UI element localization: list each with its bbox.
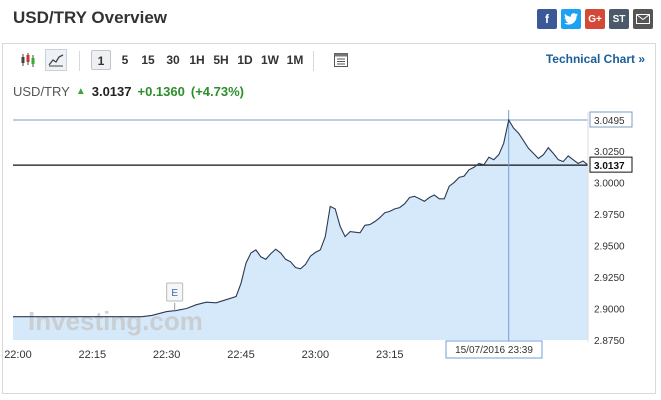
period-button-1w[interactable]: 1W xyxy=(261,53,279,67)
period-button-1m[interactable]: 1M xyxy=(286,53,304,67)
price-line xyxy=(13,118,589,318)
x-tick-label: 22:45 xyxy=(227,349,255,361)
crosshair-time-label: 15/07/2016 23:39 xyxy=(455,345,533,356)
quote-change-percent: (+4.73%) xyxy=(190,84,244,99)
toolbar-divider xyxy=(313,51,314,71)
period-button-30[interactable]: 30 xyxy=(166,53,180,67)
quote-price: 3.0137 xyxy=(91,84,132,99)
facebook-icon[interactable]: f xyxy=(537,9,557,29)
twitter-icon[interactable] xyxy=(561,9,581,29)
x-tick-label: 23:00 xyxy=(302,349,330,361)
y-tick-label: 2.9250 xyxy=(594,273,625,284)
crosshair-time-box xyxy=(445,340,543,359)
high-price-label-box xyxy=(589,111,633,128)
x-tick-label: 23:15 xyxy=(376,349,404,361)
y-tick-label: 3.0250 xyxy=(594,147,625,158)
toolbar-divider xyxy=(79,51,80,71)
page-title: USD/TRY Overview xyxy=(13,8,168,27)
table-view-icon[interactable] xyxy=(330,49,352,71)
candlestick-icon[interactable] xyxy=(17,49,39,71)
y-tick-label: 3.0137 xyxy=(594,161,625,172)
email-icon[interactable] xyxy=(633,9,653,29)
period-button-1[interactable]: 1 xyxy=(91,50,111,70)
period-button-15[interactable]: 15 xyxy=(141,53,155,67)
technical-chart-link[interactable]: Technical Chart » xyxy=(545,52,645,66)
google-plus-icon[interactable]: G+ xyxy=(585,9,605,29)
price-area-fill xyxy=(13,120,588,340)
event-marker-label: E xyxy=(171,288,178,299)
period-button-5h[interactable]: 5H xyxy=(213,53,229,67)
y-tick-label: 2.9750 xyxy=(594,210,625,221)
period-button-1h[interactable]: 1H xyxy=(189,53,205,67)
y-tick-label: 3.0495 xyxy=(594,116,625,127)
y-tick-label: 2.9000 xyxy=(594,304,625,315)
current-price-label-box xyxy=(589,156,633,173)
chart-panel: 1 5 15 30 1H 5H 1D 1W 1M Technical Chart » USD/T… xyxy=(2,43,656,394)
y-tick-label: 3.0000 xyxy=(594,178,625,189)
quote-change: +0.1360 xyxy=(137,84,185,99)
period-button-5[interactable]: 5 xyxy=(121,53,129,67)
quote-symbol: USD/TRY xyxy=(13,84,70,99)
y-tick-label: 2.8750 xyxy=(594,336,625,347)
x-tick-label: 22:15 xyxy=(79,349,107,361)
event-marker[interactable] xyxy=(166,282,184,302)
y-tick-label: 2.9500 xyxy=(594,241,625,252)
x-tick-label: 22:30 xyxy=(153,349,181,361)
chart-toolbar: 1 5 15 30 1H 5H 1D 1W 1M Technical Chart » xyxy=(3,44,655,76)
social-share-bar: f G+ ST xyxy=(537,9,653,29)
period-button-1d[interactable]: 1D xyxy=(237,53,253,67)
quote-bar: USD/TRY ▲ 3.0137 +0.1360 (+4.73%) xyxy=(13,84,244,99)
up-arrow-icon: ▲ xyxy=(75,86,86,97)
area-chart-icon[interactable] xyxy=(45,49,67,71)
stocktwits-icon[interactable]: ST xyxy=(609,9,629,29)
x-tick-label: 22:00 xyxy=(4,349,32,361)
